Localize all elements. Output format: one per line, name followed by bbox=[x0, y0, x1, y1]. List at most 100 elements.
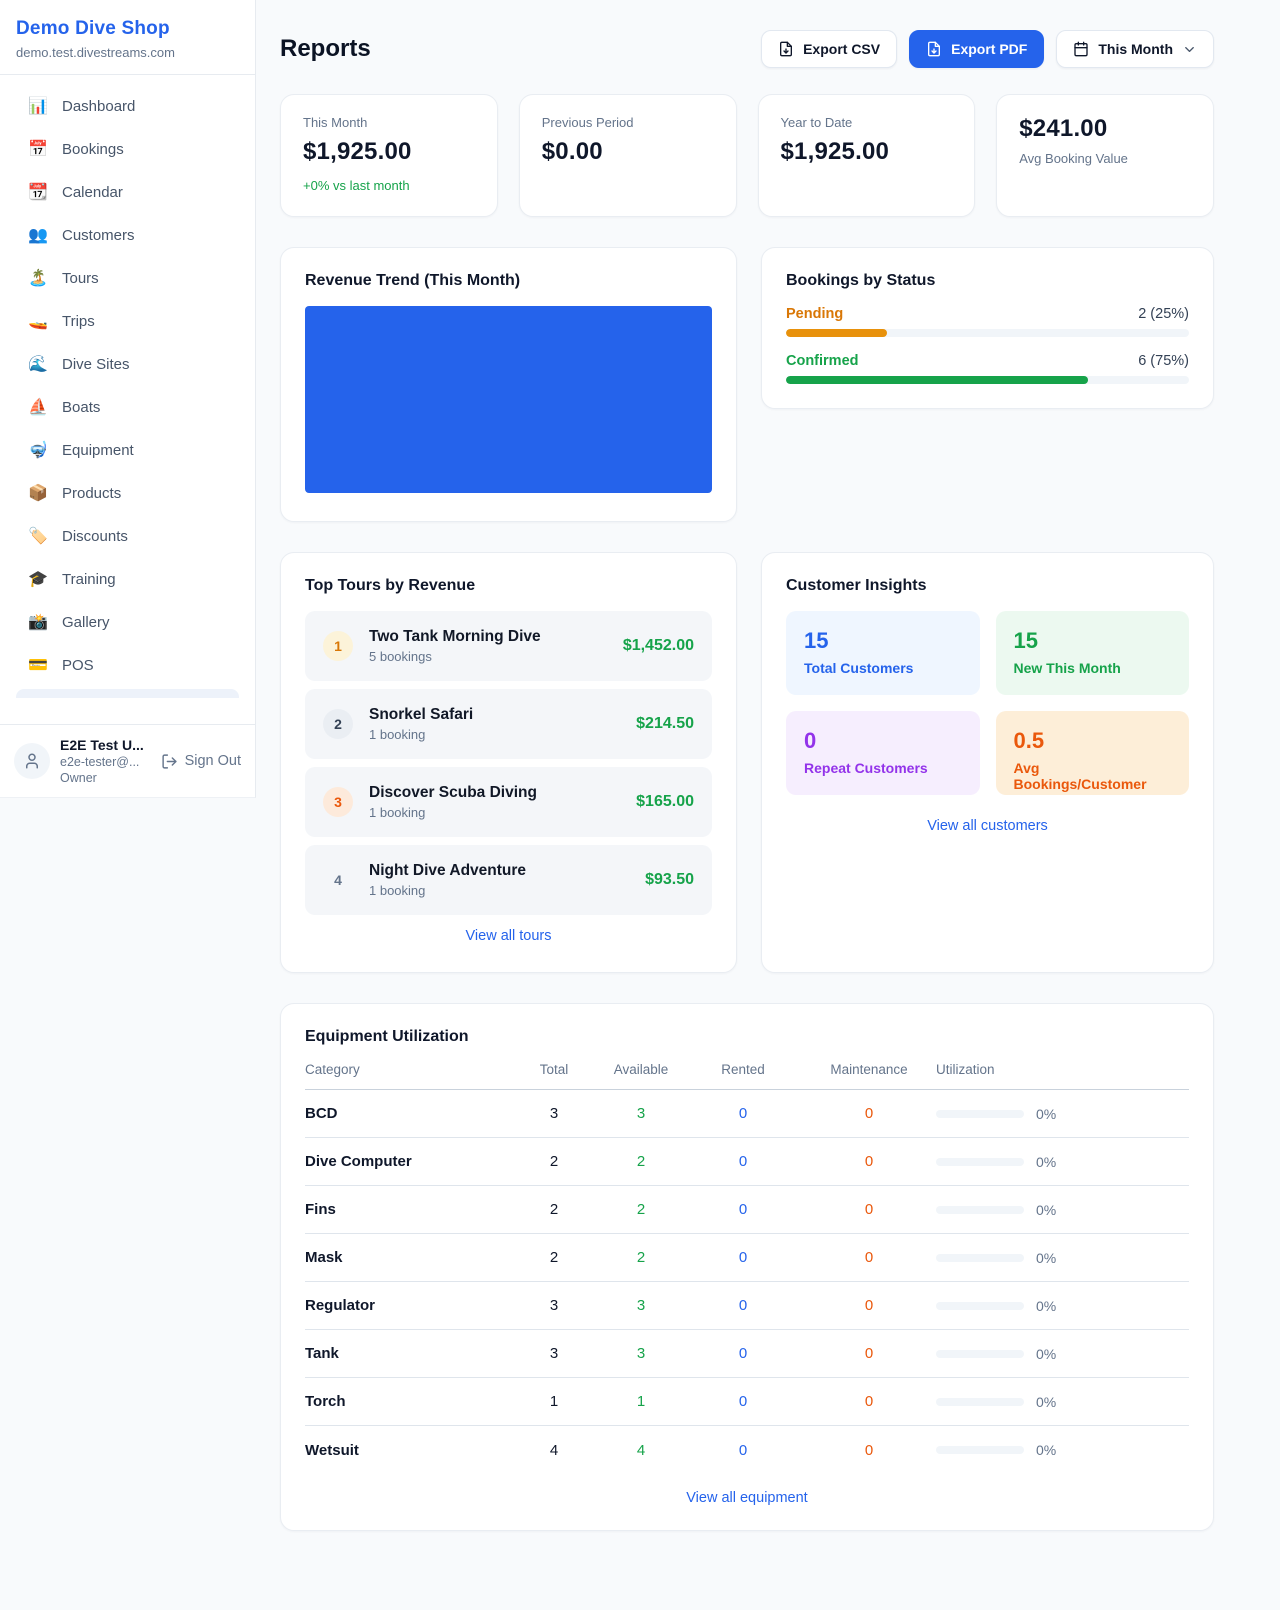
stat-label: Year to Date bbox=[780, 115, 853, 130]
progress-track bbox=[786, 329, 1189, 337]
tour-row: 2 Snorkel Safari 1 booking $214.50 bbox=[305, 689, 712, 759]
sidebar-item-label: POS bbox=[62, 657, 94, 674]
sidebar-item-label: Dashboard bbox=[62, 98, 136, 115]
equipment-utilization-card: Equipment Utilization Category Total Ava… bbox=[280, 1003, 1214, 1531]
utilization-percent: 0% bbox=[1036, 1442, 1057, 1458]
calendar-icon: 📆 bbox=[28, 183, 48, 201]
calendar-icon bbox=[1074, 41, 1089, 57]
period-select[interactable]: This Month bbox=[1056, 30, 1214, 68]
sidebar-item-label: Calendar bbox=[62, 184, 123, 201]
tour-bookings: 1 booking bbox=[369, 727, 426, 742]
view-all-customers-link[interactable]: View all customers bbox=[927, 818, 1048, 834]
tile-value: 15 bbox=[804, 628, 829, 653]
tour-row: 1 Two Tank Morning Dive 5 bookings $1,45… bbox=[305, 611, 712, 681]
utilization-percent: 0% bbox=[1036, 1393, 1057, 1410]
view-all-equipment-link[interactable]: View all equipment bbox=[686, 1490, 808, 1506]
cell-available: 4 bbox=[636, 1441, 646, 1459]
sidebar-item-trips[interactable]: 🚤 Trips bbox=[8, 300, 247, 343]
camera-icon: 📸 bbox=[28, 613, 48, 631]
sidebar-item-dashboard[interactable]: 📊 Dashboard bbox=[8, 85, 247, 128]
sidebar-item-label: Gallery bbox=[62, 614, 110, 631]
export-pdf-button[interactable]: Export PDF bbox=[909, 30, 1045, 68]
tour-row: 4 Night Dive Adventure 1 booking $93.50 bbox=[305, 845, 712, 915]
utilization-percent: 0% bbox=[1036, 1153, 1057, 1170]
charts-row: Revenue Trend (This Month) Bookings by S… bbox=[280, 247, 1214, 522]
table-row: Tank 3 3 0 0 0% bbox=[305, 1330, 1189, 1378]
cell-total: 3 bbox=[549, 1105, 559, 1122]
cell-utilization: 0% bbox=[936, 1442, 1189, 1458]
sidebar-item-label: Discounts bbox=[62, 528, 128, 545]
island-icon: 🏝️ bbox=[28, 269, 48, 287]
equipment-utilization-title: Equipment Utilization bbox=[305, 1028, 469, 1045]
sidebar-item-equipment[interactable]: 🤿 Equipment bbox=[8, 429, 247, 472]
top-tours-title: Top Tours by Revenue bbox=[305, 577, 476, 594]
cell-utilization: 0% bbox=[936, 1394, 1189, 1410]
tour-revenue: $214.50 bbox=[636, 715, 694, 732]
graduation-cap-icon: 🎓 bbox=[28, 570, 48, 588]
sidebar-item-bookings[interactable]: 📅 Bookings bbox=[8, 128, 247, 171]
sidebar-item-tours[interactable]: 🏝️ Tours bbox=[8, 257, 247, 300]
column-header-rented: Rented bbox=[721, 1062, 765, 1077]
sidebar-item-label: Trips bbox=[62, 313, 95, 330]
sidebar-item-label: Products bbox=[62, 485, 122, 502]
utilization-percent: 0% bbox=[1036, 1105, 1057, 1122]
tour-revenue: $165.00 bbox=[636, 793, 694, 810]
sidebar-item-pos[interactable]: 💳 POS bbox=[8, 644, 247, 687]
view-all-tours-link[interactable]: View all tours bbox=[465, 928, 552, 944]
sidebar-item-training[interactable]: 🎓 Training bbox=[8, 558, 247, 601]
sidebar-item-label: Bookings bbox=[62, 141, 124, 158]
sidebar-item-boats[interactable]: ⛵ Boats bbox=[8, 386, 247, 429]
cell-category: Fins bbox=[305, 1201, 336, 1218]
cell-maintenance: 0 bbox=[864, 1441, 874, 1459]
cell-rented: 0 bbox=[738, 1249, 748, 1266]
tile-label: Avg Bookings/Customer bbox=[1013, 760, 1147, 792]
main-content: Reports Export CSV Export PDF This Month bbox=[280, 0, 1214, 1531]
user-email: e2e-tester@... bbox=[60, 755, 140, 769]
utilization-bar bbox=[936, 1205, 1024, 1214]
cell-category: BCD bbox=[305, 1105, 338, 1122]
cell-rented: 0 bbox=[738, 1201, 748, 1218]
period-label: This Month bbox=[1098, 41, 1173, 57]
sidebar-item-gallery[interactable]: 📸 Gallery bbox=[8, 601, 247, 644]
sign-out-button[interactable]: Sign Out bbox=[161, 753, 241, 770]
speedboat-icon: 🚤 bbox=[28, 312, 48, 330]
table-header: Category Total Available Rented Maintena… bbox=[305, 1062, 1189, 1090]
tile-value: 0.5 bbox=[1013, 728, 1045, 753]
export-csv-button[interactable]: Export CSV bbox=[761, 30, 898, 68]
cell-category: Tank bbox=[305, 1345, 339, 1362]
sidebar-item-dive-sites[interactable]: 🌊 Dive Sites bbox=[8, 343, 247, 386]
progress-track bbox=[786, 376, 1189, 384]
sidebar-item-products[interactable]: 📦 Products bbox=[8, 472, 247, 515]
top-tours-card: Top Tours by Revenue 1 Two Tank Morning … bbox=[280, 552, 737, 973]
tour-bookings: 1 booking bbox=[369, 805, 426, 820]
utilization-bar bbox=[936, 1109, 1024, 1118]
customers-icon: 👥 bbox=[28, 226, 48, 244]
cell-rented: 0 bbox=[738, 1345, 748, 1362]
tile-value: 0 bbox=[804, 728, 817, 753]
rank-badge: 2 bbox=[323, 709, 353, 739]
cell-category: Wetsuit bbox=[305, 1441, 359, 1459]
column-header-category: Category bbox=[305, 1062, 360, 1077]
sidebar-item-reports-partial[interactable] bbox=[16, 689, 239, 698]
sidebar-item-discounts[interactable]: 🏷️ Discounts bbox=[8, 515, 247, 558]
user-name: E2E Test U... bbox=[60, 737, 144, 753]
utilization-bar bbox=[936, 1446, 1024, 1454]
bookings-by-status-title: Bookings by Status bbox=[786, 272, 936, 289]
cell-maintenance: 0 bbox=[864, 1297, 874, 1314]
cell-maintenance: 0 bbox=[864, 1249, 874, 1266]
cell-maintenance: 0 bbox=[864, 1393, 874, 1410]
tile-label: Repeat Customers bbox=[804, 760, 928, 776]
avatar bbox=[14, 743, 50, 779]
cell-available: 2 bbox=[636, 1249, 646, 1266]
sidebar-item-calendar[interactable]: 📆 Calendar bbox=[8, 171, 247, 214]
cell-maintenance: 0 bbox=[864, 1201, 874, 1218]
column-header-available: Available bbox=[613, 1062, 669, 1077]
cell-maintenance: 0 bbox=[864, 1153, 874, 1170]
cell-total: 2 bbox=[549, 1201, 559, 1218]
tour-bookings: 1 booking bbox=[369, 883, 426, 898]
table-row: Dive Computer 2 2 0 0 0% bbox=[305, 1138, 1189, 1186]
sidebar-item-customers[interactable]: 👥 Customers bbox=[8, 214, 247, 257]
sidebar-item-label: Equipment bbox=[62, 442, 134, 459]
sidebar-item-label: Boats bbox=[62, 399, 101, 416]
